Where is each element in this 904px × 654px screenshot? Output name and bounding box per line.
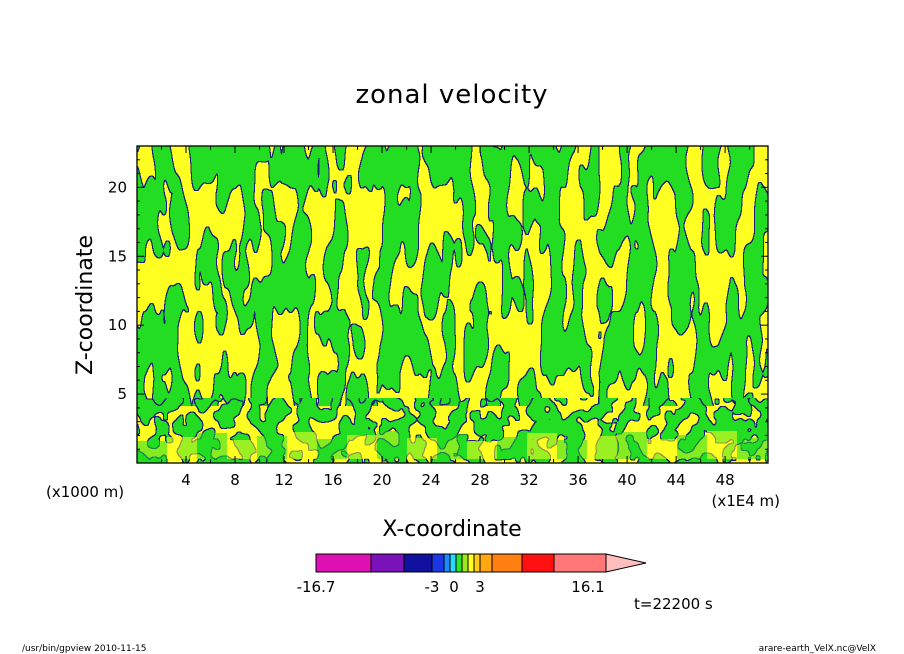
x-tick-label: 16 bbox=[323, 471, 342, 489]
lower-block bbox=[707, 431, 737, 459]
y-tick-label: 5 bbox=[117, 385, 127, 403]
lower-block bbox=[737, 438, 767, 459]
x-unit-right: (x1E4 m) bbox=[711, 492, 780, 510]
colorbar-swatch bbox=[467, 553, 475, 573]
lower-block bbox=[377, 431, 407, 459]
colorbar-label: -16.7 bbox=[297, 578, 336, 596]
x-tick-label: 36 bbox=[569, 471, 588, 489]
lower-block bbox=[767, 434, 768, 459]
lower-block bbox=[257, 436, 287, 459]
colorbar-label: -3 bbox=[425, 578, 440, 596]
lower-block bbox=[617, 432, 647, 459]
x-tick-label: 32 bbox=[520, 471, 539, 489]
plot-frame bbox=[136, 145, 769, 464]
lower-block bbox=[587, 436, 617, 459]
x-tick-label: 24 bbox=[422, 471, 441, 489]
colorbar-extension bbox=[605, 553, 647, 573]
colorbar-swatch bbox=[491, 553, 523, 573]
colorbar-swatch bbox=[479, 553, 493, 573]
plot-area bbox=[137, 146, 768, 463]
colorbar-swatch bbox=[449, 553, 457, 573]
chart-title: zonal velocity bbox=[355, 80, 548, 110]
lower-block bbox=[407, 438, 437, 459]
lower-block bbox=[347, 435, 377, 459]
x-tick-label: 4 bbox=[181, 471, 191, 489]
lower-block bbox=[467, 441, 497, 459]
y-tick-label: 20 bbox=[108, 178, 127, 196]
time-label: t=22200 s bbox=[634, 595, 713, 613]
x-tick-label: 40 bbox=[618, 471, 637, 489]
lower-block bbox=[227, 440, 257, 459]
lower-block bbox=[197, 433, 227, 459]
x-tick-label: 12 bbox=[274, 471, 293, 489]
field-contours-upper bbox=[137, 146, 768, 406]
y-axis: 5 10 15 20 bbox=[108, 159, 768, 450]
x-tick-label: 48 bbox=[716, 471, 735, 489]
colorbar-label: 3 bbox=[475, 578, 485, 596]
lower-block bbox=[497, 437, 527, 459]
colorbar-swatch bbox=[461, 553, 469, 573]
lower-block bbox=[437, 434, 467, 459]
colorbar-swatch bbox=[473, 553, 481, 573]
x-unit-left: (x1000 m) bbox=[46, 483, 124, 501]
colorbar-label: 16.1 bbox=[571, 578, 604, 596]
footer-left: /usr/bin/gpview 2010-11-15 bbox=[22, 644, 146, 654]
colorbar-swatch bbox=[403, 553, 433, 573]
colorbar-swatch bbox=[553, 553, 607, 573]
lower-block bbox=[167, 437, 197, 459]
lower-level-blocks bbox=[137, 431, 768, 459]
colorbar-swatch bbox=[443, 553, 451, 573]
x-axis: 4 8 12 16 20 24 28 32 36 40 44 48 bbox=[161, 146, 751, 489]
y-tick-label: 15 bbox=[108, 247, 127, 265]
colorbar-labels: -16.7 -3 0 3 16.1 bbox=[297, 578, 605, 596]
colorbar-swatch bbox=[455, 553, 463, 573]
y-axis-label: Z-coordinate bbox=[73, 235, 98, 375]
colorbar bbox=[315, 553, 647, 573]
colorbar-label: 0 bbox=[449, 578, 459, 596]
colorbar-swatch bbox=[315, 553, 372, 573]
colorbar-swatch bbox=[370, 553, 405, 573]
x-tick-label: 8 bbox=[230, 471, 240, 489]
x-tick-label: 28 bbox=[471, 471, 490, 489]
x-axis-label: X-coordinate bbox=[382, 517, 521, 542]
x-tick-label: 20 bbox=[373, 471, 392, 489]
lower-block bbox=[527, 433, 557, 459]
footer-right: arare-earth_VelX.nc@VelX bbox=[759, 644, 876, 654]
lower-block bbox=[677, 435, 707, 459]
lower-block bbox=[317, 439, 347, 459]
lower-block bbox=[287, 432, 317, 459]
lower-block bbox=[137, 441, 167, 459]
colorbar-swatch bbox=[521, 553, 555, 573]
colorbar-swatch bbox=[431, 553, 445, 573]
y-tick-label: 10 bbox=[108, 316, 127, 334]
lower-block bbox=[647, 439, 677, 459]
x-tick-label: 44 bbox=[667, 471, 686, 489]
lower-block bbox=[557, 440, 587, 459]
